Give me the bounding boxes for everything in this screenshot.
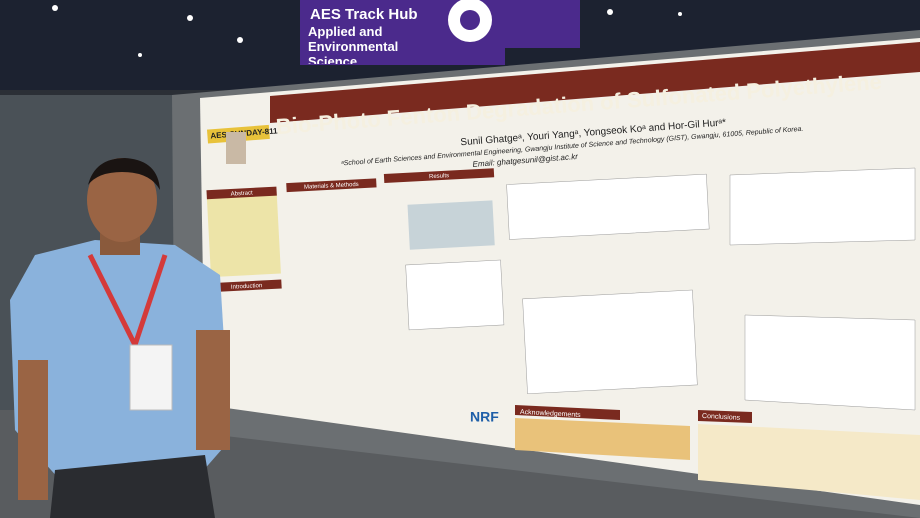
photo [407, 200, 495, 250]
section-header [698, 410, 752, 423]
person-hair [88, 158, 160, 190]
ceiling-lights [52, 5, 682, 57]
person-arm [18, 360, 48, 500]
acknowledgement-block [515, 418, 690, 460]
table [522, 289, 698, 395]
section-header [286, 178, 377, 193]
section-title: Introduction [231, 283, 263, 291]
conclusions-block [698, 424, 920, 500]
poster-body: Abstract Materials & Methods Results Int… [206, 168, 710, 395]
section-title: Results [429, 173, 449, 180]
poster-portrait [226, 132, 246, 164]
section-title: Materials & Methods [304, 182, 359, 191]
section-title: Abstract [231, 190, 254, 197]
person-shirt [10, 240, 230, 480]
section-header [211, 279, 282, 293]
abstract-block [206, 193, 281, 278]
sign-second [505, 0, 580, 48]
badge [129, 344, 173, 411]
sign-title: AES Track Hub [310, 6, 418, 23]
figure [729, 167, 916, 246]
table [744, 314, 916, 411]
figure [405, 259, 505, 331]
sign-subtitle-box: Applied and Environmental Science [308, 24, 399, 64]
person-head [87, 158, 157, 242]
section-header [515, 405, 620, 420]
title-band [270, 42, 920, 123]
poster [200, 38, 920, 505]
nrf-logo: NRF [470, 409, 499, 425]
section-title: Acknowledgements [520, 409, 581, 419]
section-header [206, 186, 277, 200]
person-pants [50, 455, 215, 518]
sign-subtitle: Applied and Environmental Science [308, 24, 399, 64]
figure [506, 173, 710, 240]
section-header [383, 168, 495, 183]
person-arm [196, 330, 230, 450]
sign-gear [460, 10, 480, 30]
section-title: Conclusions [702, 413, 741, 422]
